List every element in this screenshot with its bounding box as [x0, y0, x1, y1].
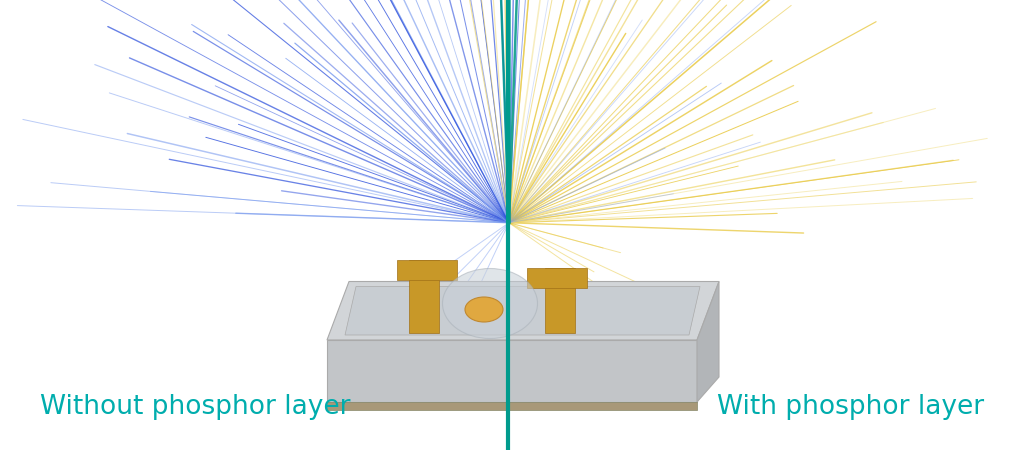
Ellipse shape [465, 297, 503, 322]
Polygon shape [697, 282, 719, 402]
Text: Without phosphor layer: Without phosphor layer [40, 394, 350, 420]
Polygon shape [397, 260, 457, 280]
Polygon shape [345, 287, 700, 335]
Text: With phosphor layer: With phosphor layer [717, 394, 984, 420]
Polygon shape [527, 268, 587, 288]
Ellipse shape [442, 269, 538, 338]
Polygon shape [545, 268, 575, 333]
Polygon shape [327, 282, 719, 340]
Polygon shape [327, 340, 697, 402]
Polygon shape [327, 402, 697, 410]
Polygon shape [409, 260, 439, 333]
